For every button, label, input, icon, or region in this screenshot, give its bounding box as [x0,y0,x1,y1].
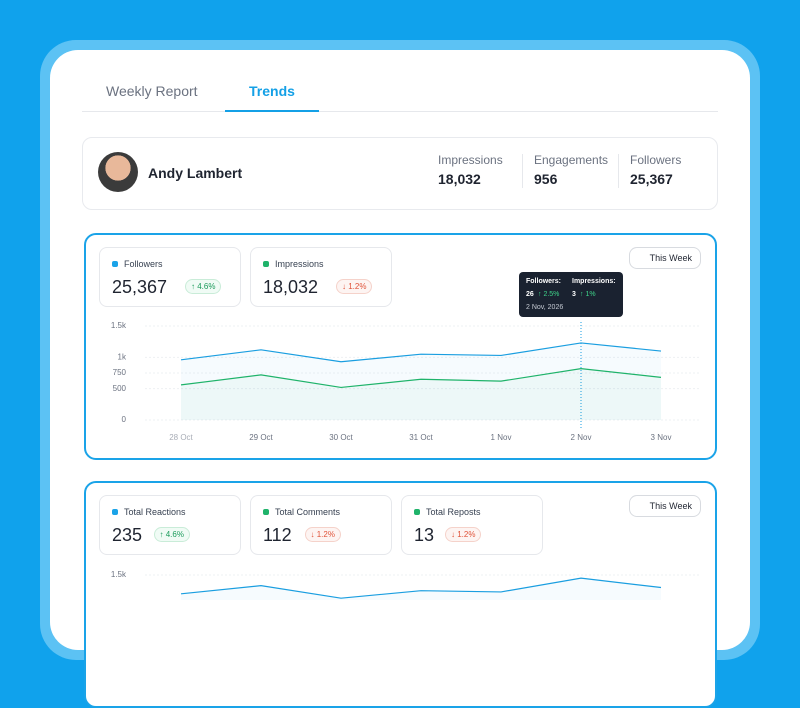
tab-underline [225,110,319,112]
tooltip-change: ↑ 2.5% [538,291,560,298]
y-tick-label: 0 [122,415,127,424]
kpi-label: Followers [124,259,163,269]
avatar [98,152,138,192]
separator [618,154,619,188]
stat-label: Engagements [534,153,609,167]
stat-value: 25,367 [630,171,673,187]
x-tick-label: 1 Nov [491,433,512,442]
line [180,368,662,389]
kpi-label: Total Comments [275,507,341,517]
x-tick-label: 3 Nov [651,433,672,442]
kpi-card: Followers 25,367 ↑ 4.6% [99,247,241,307]
kpi-value: 13 [414,525,435,545]
tab[interactable]: Weekly Report [106,83,198,99]
kpi-change: ↑ 4.6% [153,527,190,542]
area [181,342,661,420]
area [181,578,661,600]
filter-dropdown[interactable]: This Week [628,247,701,269]
profile-card [82,137,718,210]
kpi-value: 235 [112,525,143,545]
x-tick-label: 30 Oct [329,433,353,442]
tab-divider [82,111,718,112]
kpi-card: Total Reactions 235 ↑ 4.6% [99,495,241,555]
y-tick-label: 1k [118,352,127,361]
kpi-dot [112,261,118,267]
tooltip-value: 3 [572,291,576,298]
filter-dropdown[interactable]: This Week [628,495,701,517]
page: Weekly Report Trends Andy Lambert Impres… [40,40,760,708]
stat-label: Followers [630,153,682,167]
tooltip-label: Impressions: [572,278,616,285]
kpi-change: ↓ 1.2% [304,527,341,542]
kpi-value: 25,367 [112,277,168,297]
kpi-label: Total Reactions [124,507,186,517]
kpi-value: 18,032 [263,277,319,297]
kpi-change: ↓ 1.2% [445,527,482,542]
x-tick-label: 31 Oct [409,433,433,442]
y-tick-label: 1.5k [111,321,127,330]
kpi-dot [112,509,118,515]
tooltip-date: 2 Nov, 2026 [526,304,564,311]
profile-name: Andy Lambert [148,165,243,181]
kpi-dot [414,509,420,515]
y-tick-label: 500 [113,384,127,393]
kpi-card: Impressions 18,032 ↓ 1.2% [250,247,392,307]
x-tick-label: 2 Nov [571,433,592,442]
tooltip-value: 26 [526,291,534,298]
charts: 0 500 750 1k 1.5k 28 Oct 29 Oct 30 Oct 31 Oct 1 N… [111,321,700,600]
kpi-change: ↓ 1.2% [336,279,373,294]
stat-value: 956 [534,171,558,187]
tooltip-label: Followers: [526,278,562,285]
kpi-value: 112 [263,525,292,545]
kpi-card: Total Comments 112 ↓ 1.2% [250,495,392,555]
separator [522,154,523,188]
kpi-dot [263,261,269,267]
kpi-card: Total Reposts 13 ↓ 1.2% [401,495,543,555]
x-tick-label: 29 Oct [249,433,273,442]
line [180,577,662,599]
kpi-change: ↑ 4.6% [185,279,222,294]
stat-value: 18,032 [438,171,481,187]
tooltip: Followers: 26 ↑ 2.5% Impressions: 3 ↑ 1%… [519,272,623,317]
x-tick-label: 28 Oct [169,433,193,442]
line [180,342,662,363]
y-tick-label: 750 [113,368,127,377]
kpi-label: Impressions [275,259,324,269]
tab-active[interactable]: Trends [249,83,295,99]
stat-label: Impressions [438,153,503,167]
y-tick-label: 1.5k [111,570,127,579]
tooltip-change: ↑ 1% [580,291,596,298]
kpi-label: Total Reposts [426,507,481,517]
kpi-dot [263,509,269,515]
